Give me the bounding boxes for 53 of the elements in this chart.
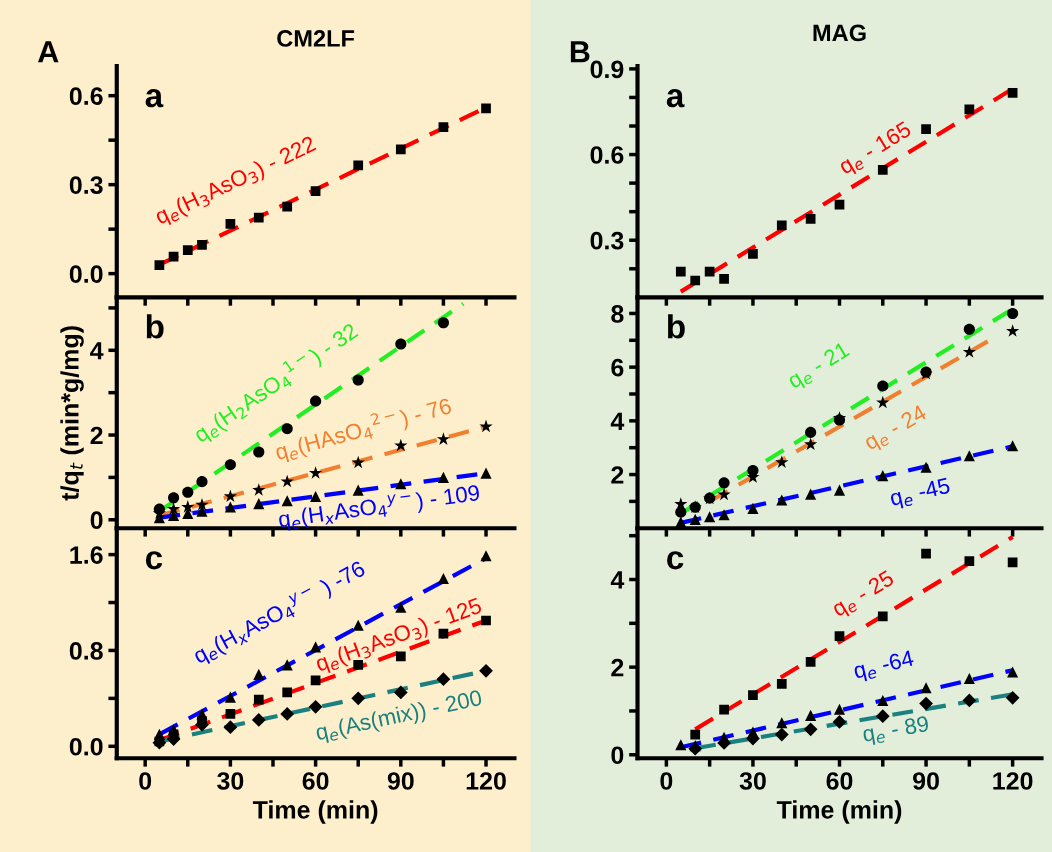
y-tick-label: 0.9 <box>590 60 624 79</box>
annotation: b <box>146 314 164 339</box>
chart-title: CM2LF <box>277 30 355 47</box>
annotation: a <box>666 89 685 108</box>
annotation: q$_{e}$(H$_{x}$AsO$_{4}$$^{y−}$) - 109 <box>277 483 481 532</box>
y-tick-label: 0.8 <box>69 642 103 660</box>
y-tick-label: 2 <box>611 466 624 484</box>
x-tick-label: 120 <box>993 772 1033 790</box>
annotation: q$_{e}$ - 89 <box>862 715 930 747</box>
annotation: q$_{e}$ - 21 <box>786 341 853 393</box>
x-tick-label: 30 <box>217 772 244 790</box>
y-tick-label: 1.6 <box>70 546 103 564</box>
y-tick-label: 2 <box>611 658 624 677</box>
annotation: a <box>145 89 164 108</box>
x-axis-title: Time (min) <box>252 800 378 824</box>
y-tick-label: 0.0 <box>69 737 103 756</box>
x-tick-label: 60 <box>826 772 853 790</box>
y-tick-label: 0 <box>90 511 103 530</box>
x-tick-label: 90 <box>387 772 414 790</box>
y-tick-label: 0.6 <box>590 146 624 164</box>
x-tick-label: 60 <box>302 772 329 790</box>
x-tick-label: 0 <box>139 772 152 790</box>
y-tick-label: 4 <box>90 342 104 360</box>
x-tick-label: 90 <box>913 772 939 790</box>
annotation: q$_{e}$ - 24 <box>862 404 930 455</box>
annotation: q$_{e}$ -45 <box>889 477 952 511</box>
y-tick-label: 0.3 <box>69 176 103 194</box>
annotation: b <box>667 314 685 339</box>
y-tick-label: 8 <box>611 305 624 323</box>
annotation: q$_{e}$(HAsO$_{4}$$^{2−}$) - 76 <box>275 397 453 465</box>
y-tick-label: 0.6 <box>69 87 103 105</box>
x-tick-label: 120 <box>466 772 506 790</box>
annotation: c <box>145 551 163 570</box>
y-tick-label: 6 <box>611 358 624 377</box>
x-tick-label: 30 <box>739 772 766 790</box>
y-axis-title: t/q$_{t}$ (min*g/mg) <box>60 326 84 501</box>
annotation: q$_{e}$(As(mix)) - 200 <box>314 688 484 745</box>
chart-title: MAG <box>813 24 866 42</box>
y-tick-label: 0 <box>611 746 624 765</box>
annotation: c <box>667 551 684 570</box>
annotation: q$_{e}$ -64 <box>852 649 916 683</box>
annotation: q$_{e}$(H$_{3}$AsO$_{3}$) - 222 <box>153 134 319 229</box>
y-tick-label: 4 <box>610 412 625 430</box>
y-tick-label: 0.0 <box>69 265 103 283</box>
y-tick-label: 4 <box>610 571 625 589</box>
x-tick-label: 0 <box>660 772 673 790</box>
x-axis-title: Time (min) <box>776 800 902 824</box>
y-tick-label: 2 <box>90 426 103 445</box>
annotation: q$_{e}$ - 165 <box>837 120 915 179</box>
text: A <box>38 41 59 63</box>
y-tick-label: 0.3 <box>590 231 624 250</box>
text: B <box>570 41 590 63</box>
annotation: q$_{e}$ - 25 <box>830 569 897 621</box>
